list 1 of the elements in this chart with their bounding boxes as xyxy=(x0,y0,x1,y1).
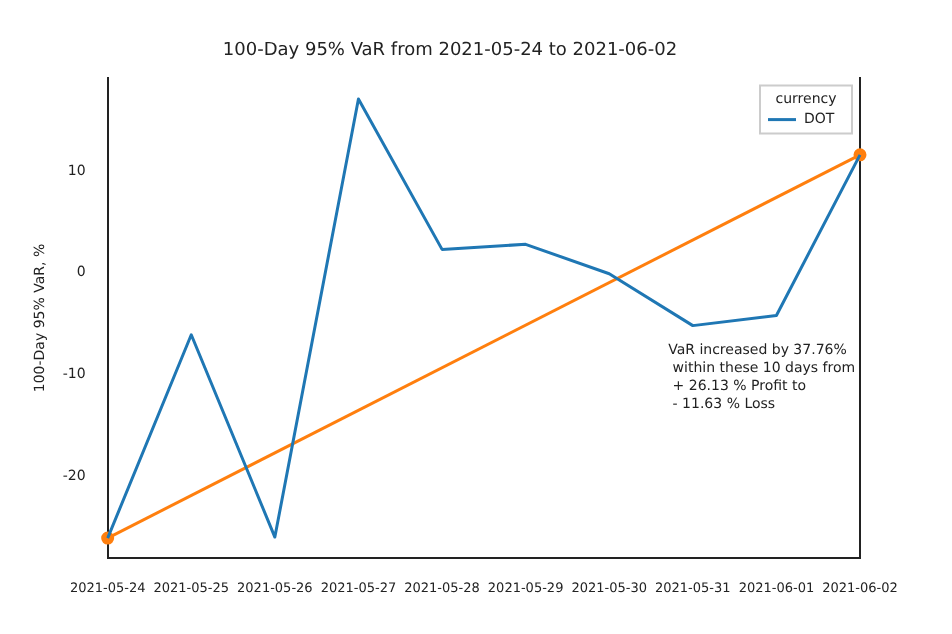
chart-title: 100-Day 95% VaR from 2021-05-24 to 2021-06-02 xyxy=(222,41,678,62)
